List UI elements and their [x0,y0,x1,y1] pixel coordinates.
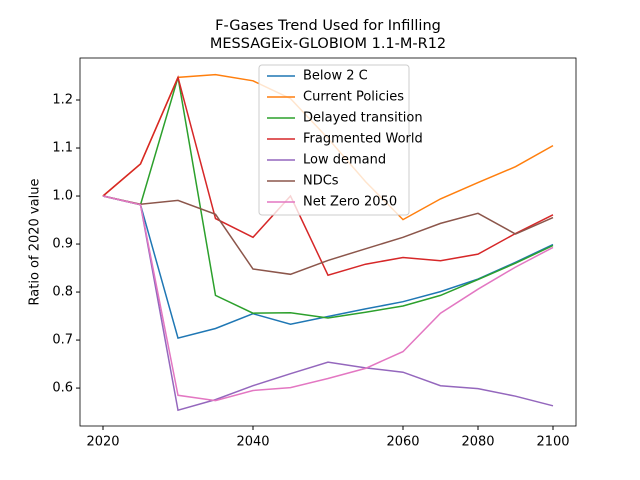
legend-label: Fragmented World [303,132,423,147]
legend-label: Current Policies [303,90,404,105]
x-tick-label: 2020 [86,435,119,450]
y-tick-label: 0.6 [52,381,73,396]
chart-title: F-Gases Trend Used for Infilling [215,18,441,34]
legend-label: Net Zero 2050 [303,195,397,210]
x-tick-label: 2100 [536,435,569,450]
x-tick-label: 2040 [236,435,269,450]
legend-label: Low demand [303,153,386,168]
series-line [102,195,554,412]
y-tick-label: 1.2 [52,93,73,108]
plot-frame [79,57,577,427]
legend-box [258,64,410,216]
series-line [102,195,554,276]
series-line [102,195,554,402]
chart-title: MESSAGEix-GLOBIOM 1.1-M-R12 [210,36,446,52]
y-tick-label: 1.1 [52,141,73,156]
series-line [102,75,554,277]
y-tick-label: 0.7 [52,333,73,348]
y-tick-label: 0.9 [52,237,73,252]
x-tick-label: 2060 [386,435,419,450]
y-tick-label: 1.0 [52,189,73,204]
y-tick-label: 0.8 [52,285,73,300]
legend-label: Below 2 C [303,69,368,84]
x-tick-label: 2080 [461,435,494,450]
y-axis-label: Ratio of 2020 value [28,179,43,306]
legend-label: NDCs [303,174,339,189]
legend-label: Delayed transition [303,111,423,126]
